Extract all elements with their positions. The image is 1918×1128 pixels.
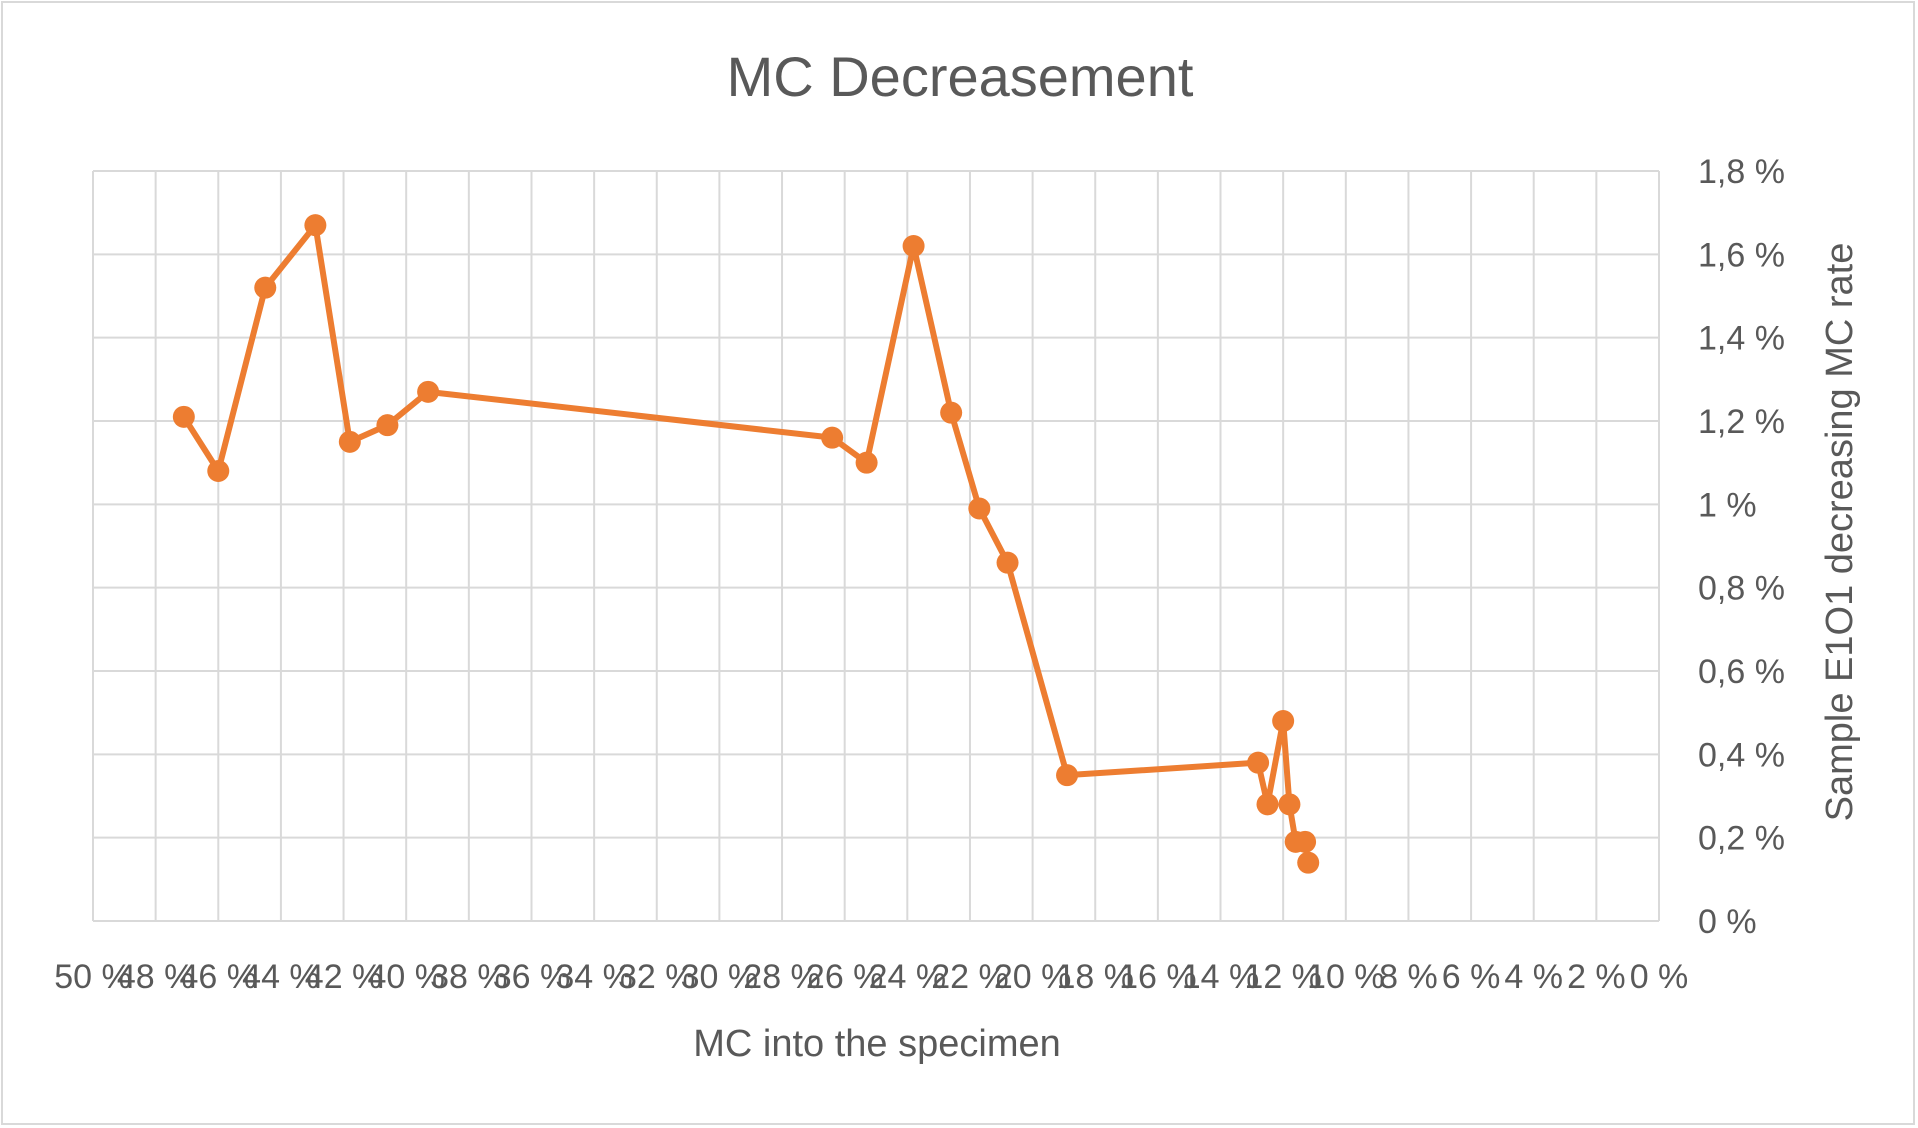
x-tick-label: 36 % [493,958,571,996]
x-tick-label: 20 % [994,958,1072,996]
gridlines [92,170,1660,922]
data-point [338,430,361,453]
data-point [254,276,277,299]
x-axis-tick-labels: 50 %48 %46 %44 %42 %40 %38 %36 %34 %32 %… [54,958,1688,996]
x-tick-label: 8 % [1379,958,1438,996]
data-point [940,401,963,424]
x-tick-label: 12 % [1244,958,1322,996]
data-point [376,414,399,437]
x-tick-label: 4 % [1504,958,1563,996]
data-point [1294,830,1317,853]
data-point [1256,793,1279,816]
x-tick-label: 16 % [1119,958,1197,996]
y-tick-label: 1,2 % [1698,403,1785,441]
data-point [855,451,878,474]
data-point [821,426,844,449]
x-tick-label: 30 % [681,958,759,996]
y-tick-label: 0,4 % [1698,736,1785,774]
x-tick-label: 18 % [1056,958,1134,996]
data-point [304,214,327,237]
x-tick-label: 28 % [743,958,821,996]
data-point [1056,764,1079,787]
x-tick-label: 6 % [1442,958,1501,996]
x-tick-label: 22 % [931,958,1009,996]
x-tick-label: 50 % [54,958,132,996]
data-point [1247,751,1270,774]
data-point [172,405,195,428]
x-tick-label: 42 % [305,958,383,996]
x-tick-label: 48 % [117,958,195,996]
series-line [180,222,1312,866]
y-axis-tick-labels: 0 % 0,2 % 0,4 % 0,6 % 0,8 % 1 % 1,2 % 1,4 % 1,6 … [1698,153,1785,941]
data-point [1278,793,1301,816]
data-point [1272,710,1295,732]
x-tick-label: 46 % [180,958,258,996]
chart-title: MC Decreasement [727,45,1194,108]
x-tick-label: 38 % [430,958,508,996]
y-tick-label: 0,2 % [1698,820,1785,858]
x-tick-label: 34 % [555,958,633,996]
x-tick-label: 2 % [1567,958,1626,996]
y-tick-label: 1,8 % [1698,153,1785,191]
x-tick-label: 0 % [1630,958,1689,996]
x-axis-title: MC into the specimen [693,1023,1061,1065]
x-tick-label: 32 % [618,958,696,996]
y-tick-label: 0 % [1698,903,1757,941]
data-point [968,497,991,520]
data-point [996,551,1019,574]
y-tick-label: 0,6 % [1698,653,1785,691]
x-tick-label: 10 % [1307,958,1385,996]
y-tick-label: 0,8 % [1698,570,1785,608]
y-tick-label: 1,6 % [1698,236,1785,274]
series-layer [172,214,1320,874]
data-point [1297,851,1320,874]
data-point [902,235,925,257]
x-tick-label: 24 % [869,958,947,996]
data-point [417,380,440,403]
x-tick-label: 26 % [806,958,884,996]
x-tick-label: 40 % [367,958,445,996]
x-tick-label: 44 % [242,958,320,996]
data-point [207,460,230,482]
x-tick-label: 14 % [1182,958,1260,996]
y-tick-label: 1 % [1698,486,1757,524]
y-tick-label: 1,4 % [1698,320,1785,358]
y-axis-title: Sample E1O1 decreasing MC rate [1819,243,1861,822]
